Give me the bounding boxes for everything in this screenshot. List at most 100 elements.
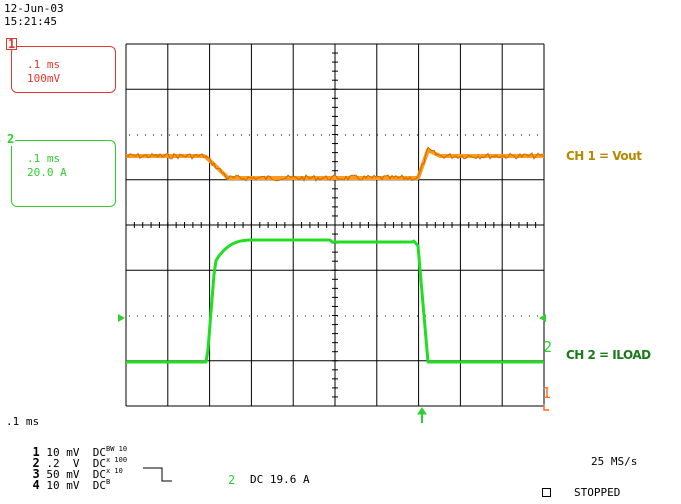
- ch1-vout-trace: [126, 148, 544, 180]
- grid-dot: [377, 315, 378, 317]
- channel-row-volts: 10 mV: [46, 446, 80, 459]
- channel-row-2[interactable]: 2 .2 V DCx 100: [6, 445, 128, 482]
- trigger-position-arrow: [417, 407, 427, 423]
- channel-1-timebase: .1 ms: [27, 58, 61, 71]
- channel-1-tag: 1: [6, 37, 18, 51]
- channel-row-mark: BW 10: [105, 445, 128, 453]
- grid-dot: [281, 134, 282, 136]
- grid-dot: [209, 134, 210, 136]
- grid-dot: [129, 134, 130, 136]
- channel-row-4[interactable]: 4 10 mV DCB: [6, 467, 111, 504]
- grid-dot: [321, 134, 322, 136]
- grid-dot: [457, 134, 458, 136]
- grid-dot: [361, 134, 362, 136]
- grid-dot: [185, 134, 186, 136]
- channel-1-settings-box[interactable]: 1 .1 ms 100mV: [6, 38, 116, 93]
- channel-row-mark: x 10: [105, 467, 123, 475]
- channel-row-coupling: DC: [92, 457, 106, 470]
- grid-dot: [385, 134, 386, 136]
- grid-dot: [297, 134, 298, 136]
- grid-dot: [401, 134, 402, 136]
- grid-dot: [281, 315, 282, 317]
- ch2-ground-marker-left: [118, 314, 125, 322]
- grid-dot: [441, 315, 442, 317]
- channel-row-1[interactable]: 1 10 mV DCBW 10: [6, 434, 128, 471]
- trigger-edge-icon: [143, 467, 172, 482]
- channel-row-coupling: DC: [92, 446, 106, 459]
- channel-row-num: 3: [32, 467, 40, 481]
- grid-dot: [497, 315, 498, 317]
- ch1-right-marker: 1: [542, 384, 552, 402]
- date-readout: 12-Jun-03: [4, 2, 64, 15]
- run-stop-indicator-icon[interactable]: [542, 488, 551, 497]
- grid-dot: [489, 134, 490, 136]
- grid-dot: [321, 315, 322, 317]
- grid-dot: [169, 134, 170, 136]
- grid-dot: [313, 134, 314, 136]
- ch2-right-marker: 2: [543, 338, 553, 356]
- grid-dot: [201, 134, 202, 136]
- grid-dot: [473, 315, 474, 317]
- grid-dot: [265, 315, 266, 317]
- grid-dot: [233, 315, 234, 317]
- channel-row-mark: x 100: [105, 456, 128, 464]
- grid-dot: [449, 315, 450, 317]
- grid-dot: [465, 134, 466, 136]
- grid-dot: [409, 315, 410, 317]
- acquisition-status[interactable]: STOPPED: [574, 486, 621, 499]
- grid-dot: [441, 134, 442, 136]
- grid-dot: [353, 134, 354, 136]
- grid-dot: [449, 134, 450, 136]
- grid-dot: [201, 315, 202, 317]
- channel-2-timebase: .1 ms: [27, 152, 61, 165]
- grid-dot: [529, 134, 530, 136]
- channel-2-tag: 2: [6, 132, 16, 146]
- grid-dot: [457, 315, 458, 317]
- grid-dot: [185, 315, 186, 317]
- grid-dot: [217, 315, 218, 317]
- channel-row-mark: B: [105, 478, 111, 486]
- grid-dot: [145, 315, 146, 317]
- grid-dot: [505, 134, 506, 136]
- trigger-channel: 2: [228, 473, 236, 487]
- grid-dot: [305, 134, 306, 136]
- ch2-iload-trace: [126, 238, 544, 364]
- grid-dot: [521, 134, 522, 136]
- grid-dot: [481, 315, 482, 317]
- grid-dot: [425, 134, 426, 136]
- grid-dot: [241, 134, 242, 136]
- grid-dot: [537, 315, 538, 317]
- grid-dot: [513, 315, 514, 317]
- grid-dot: [385, 315, 386, 317]
- grid-dot: [241, 315, 242, 317]
- trigger-level-readout[interactable]: DC 19.6 A: [250, 473, 310, 486]
- grid-dot: [257, 315, 258, 317]
- grid-dot: [521, 315, 522, 317]
- grid-dot: [473, 134, 474, 136]
- grid-dot: [161, 315, 162, 317]
- grid-dot: [273, 315, 274, 317]
- grid-dot: [161, 134, 162, 136]
- ch1-offset-marker: [543, 404, 549, 411]
- grid-dot: [409, 134, 410, 136]
- ch1-trace-label: CH 1 = Vout: [566, 149, 642, 163]
- grid-dot: [377, 134, 378, 136]
- channel-row-3[interactable]: 3 50 mV DCx 10: [6, 456, 123, 493]
- grid-dot: [345, 315, 346, 317]
- bottom-timebase: .1 ms: [6, 415, 40, 428]
- grid-dot: [497, 134, 498, 136]
- grid-dot: [169, 315, 170, 317]
- grid-dot: [361, 315, 362, 317]
- channel-row-coupling: DC: [92, 468, 106, 481]
- channel-row-coupling: DC: [92, 479, 106, 492]
- channel-row-num: 1: [32, 445, 40, 459]
- grid-dot: [529, 315, 530, 317]
- channel-2-settings-box[interactable]: 2 .1 ms 20.0 A: [6, 132, 116, 207]
- grid-dot: [489, 315, 490, 317]
- grid-dot: [433, 315, 434, 317]
- grid-dot: [257, 134, 258, 136]
- grid-dot: [393, 315, 394, 317]
- grid-dot: [177, 134, 178, 136]
- grid-dot: [265, 134, 266, 136]
- channel-row-volts: 50 mV: [46, 468, 80, 481]
